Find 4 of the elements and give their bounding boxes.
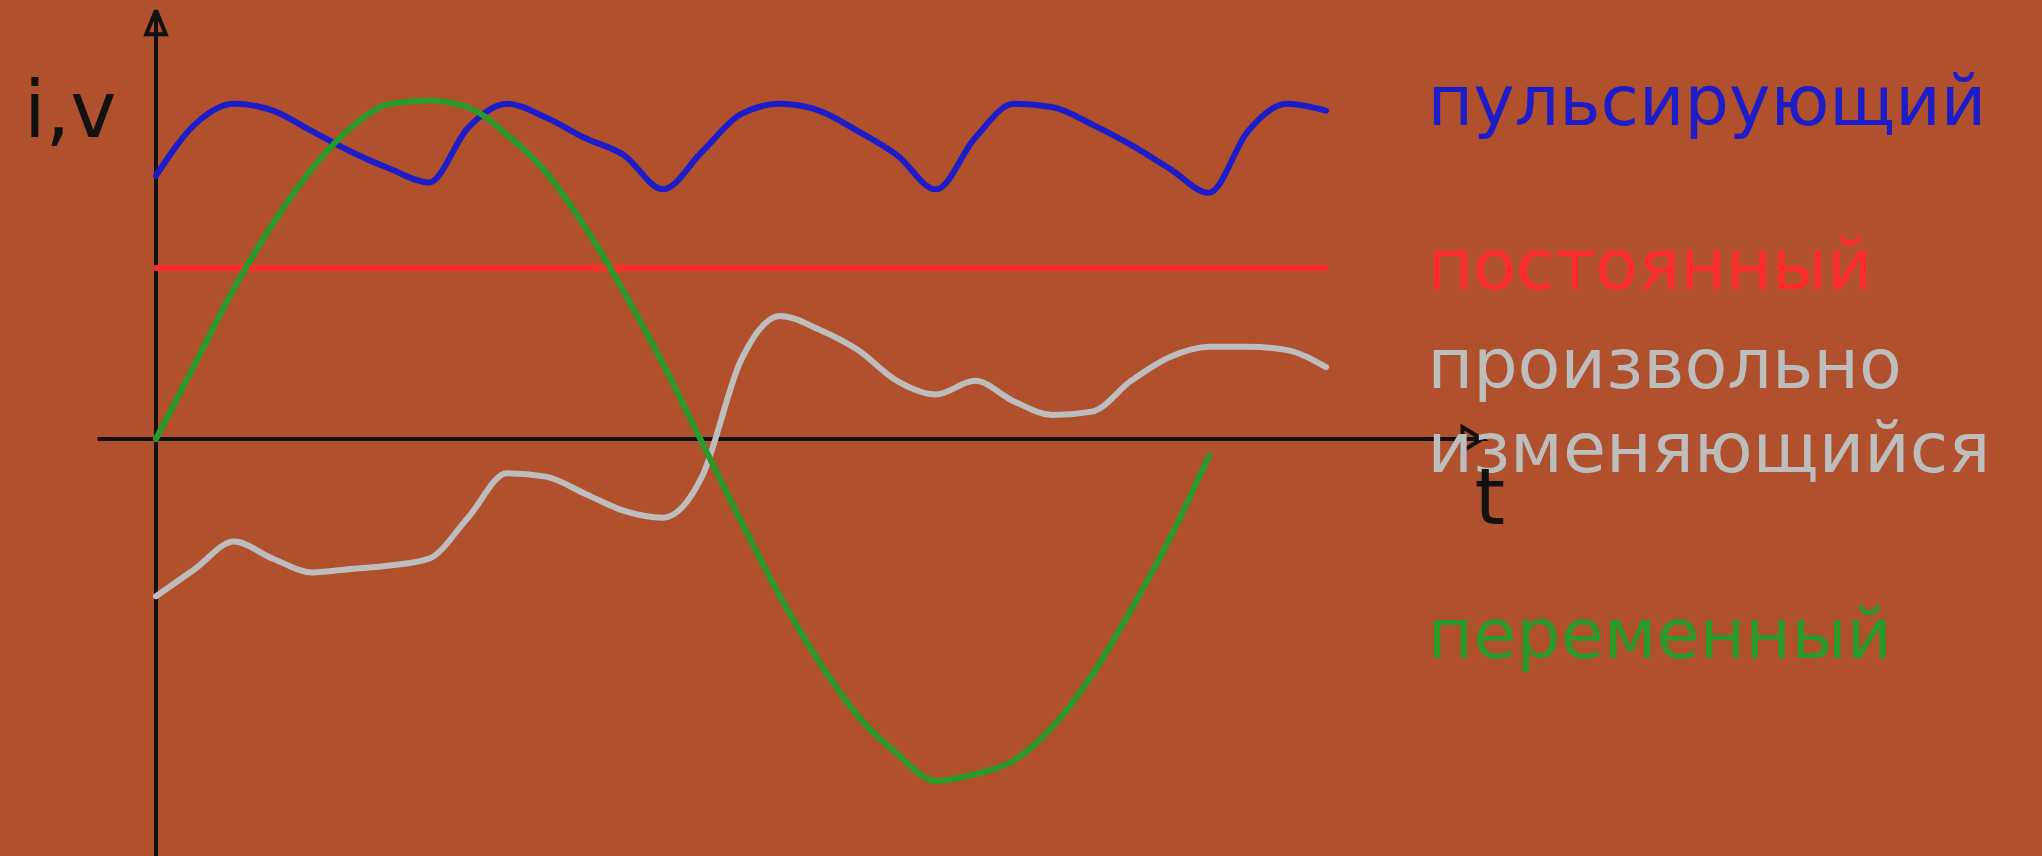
series-label: пульсирующий [1427,59,1987,142]
series-label: постоянный [1427,224,1873,306]
y-axis-title: i,v [23,65,117,156]
text: переменный [1427,593,1892,676]
